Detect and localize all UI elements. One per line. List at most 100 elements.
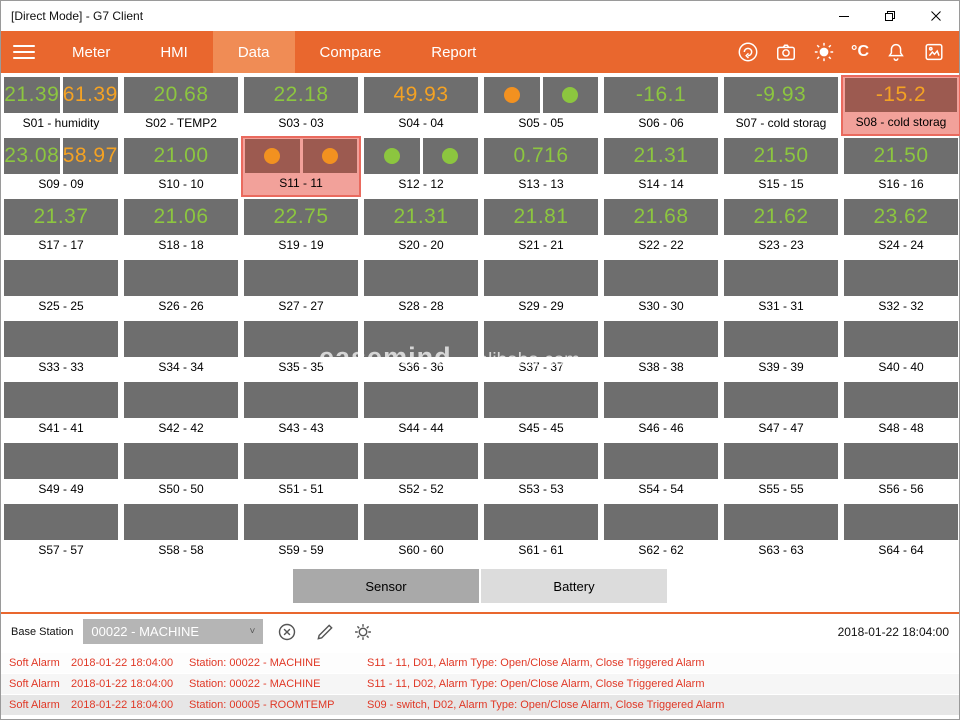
sensor-value-box: 21.00: [124, 138, 238, 174]
alarm-row[interactable]: Soft Alarm 2018-01-22 18:04:00 Station: …: [1, 653, 959, 673]
sensor-label: S64 - 64: [878, 543, 924, 557]
sensor-tile-S58[interactable]: S58 - 58: [121, 502, 241, 563]
battery-view-button[interactable]: Battery: [481, 569, 667, 603]
sensor-tile-S13[interactable]: 0.716 S13 - 13: [481, 136, 601, 197]
sensor-tile-S35[interactable]: S35 - 35: [241, 319, 361, 380]
station-select[interactable]: 00022 - MACHINE ˅: [83, 619, 264, 644]
settings-gear-icon[interactable]: [349, 618, 377, 646]
sensor-value: 21.06: [153, 205, 209, 228]
sensor-label: S23 - 23: [758, 238, 804, 252]
sensor-tile-S38[interactable]: S38 - 38: [601, 319, 721, 380]
sensor-tile-S42[interactable]: S42 - 42: [121, 380, 241, 441]
sensor-label: S22 - 22: [638, 238, 684, 252]
window-title: [Direct Mode] - G7 Client: [11, 9, 144, 23]
sensor-tile-S53[interactable]: S53 - 53: [481, 441, 601, 502]
sensor-tile-S31[interactable]: S31 - 31: [721, 258, 841, 319]
menu-icon[interactable]: [1, 31, 47, 73]
sensor-tile-S12[interactable]: S12 - 12: [361, 136, 481, 197]
sensor-tile-S30[interactable]: S30 - 30: [601, 258, 721, 319]
brightness-icon[interactable]: [813, 41, 835, 63]
sensor-tile-S29[interactable]: S29 - 29: [481, 258, 601, 319]
sensor-tile-S14[interactable]: 21.31 S14 - 14: [601, 136, 721, 197]
alarm-row[interactable]: Soft Alarm 2018-01-22 18:04:00 Station: …: [1, 695, 959, 715]
sensor-tile-S64[interactable]: S64 - 64: [841, 502, 960, 563]
sensor-tile-S41[interactable]: S41 - 41: [1, 380, 121, 441]
image-icon[interactable]: [923, 41, 945, 63]
tab-report[interactable]: Report: [431, 43, 477, 61]
sensor-tile-S59[interactable]: S59 - 59: [241, 502, 361, 563]
alarm-bell-icon[interactable]: [885, 41, 907, 63]
sensor-tile-S49[interactable]: S49 - 49: [1, 441, 121, 502]
sensor-tile-S15[interactable]: 21.50 S15 - 15: [721, 136, 841, 197]
sensor-tile-S26[interactable]: S26 - 26: [121, 258, 241, 319]
sensor-tile-S56[interactable]: S56 - 56: [841, 441, 960, 502]
sensor-tile-S05[interactable]: S05 - 05: [481, 75, 601, 136]
sensor-tile-S11[interactable]: S11 - 11: [241, 136, 361, 197]
temperature-unit-icon[interactable]: °C: [851, 43, 869, 60]
sensor-tile-S27[interactable]: S27 - 27: [241, 258, 361, 319]
sensor-tile-S17[interactable]: 21.37 S17 - 17: [1, 197, 121, 258]
sensor-tile-S34[interactable]: S34 - 34: [121, 319, 241, 380]
sensor-label: S06 - 06: [638, 116, 684, 130]
sensor-tile-S43[interactable]: S43 - 43: [241, 380, 361, 441]
sensor-tile-S51[interactable]: S51 - 51: [241, 441, 361, 502]
tab-hmi[interactable]: HMI: [160, 43, 188, 61]
sensor-tile-S07[interactable]: -9.93 S07 - cold storag: [721, 75, 841, 136]
sensor-tile-S33[interactable]: S33 - 33: [1, 319, 121, 380]
restore-icon[interactable]: [867, 1, 913, 31]
close-icon[interactable]: [913, 1, 959, 31]
edit-icon[interactable]: [311, 618, 339, 646]
sensor-tile-S47[interactable]: S47 - 47: [721, 380, 841, 441]
sensor-tile-S61[interactable]: S61 - 61: [481, 502, 601, 563]
sensor-tile-S40[interactable]: S40 - 40: [841, 319, 960, 380]
sensor-tile-S60[interactable]: S60 - 60: [361, 502, 481, 563]
sensor-tile-S08[interactable]: -15.2 S08 - cold storag: [841, 75, 960, 136]
sensor-tile-S48[interactable]: S48 - 48: [841, 380, 960, 441]
sensor-tile-S45[interactable]: S45 - 45: [481, 380, 601, 441]
sensor-tile-S10[interactable]: 21.00 S10 - 10: [121, 136, 241, 197]
sensor-tile-S37[interactable]: S37 - 37: [481, 319, 601, 380]
sensor-view-button[interactable]: Sensor: [293, 569, 479, 603]
alarm-row[interactable]: Soft Alarm 2018-01-22 18:04:00 Station: …: [1, 674, 959, 694]
sensor-tile-S63[interactable]: S63 - 63: [721, 502, 841, 563]
sensor-tile-S16[interactable]: 21.50 S16 - 16: [841, 136, 960, 197]
sensor-tile-S28[interactable]: S28 - 28: [361, 258, 481, 319]
sensor-tile-S20[interactable]: 21.31 S20 - 20: [361, 197, 481, 258]
sensor-tile-S39[interactable]: S39 - 39: [721, 319, 841, 380]
sensor-tile-S44[interactable]: S44 - 44: [361, 380, 481, 441]
sensor-label: S16 - 16: [878, 177, 924, 191]
sensor-tile-S03[interactable]: 22.18 S03 - 03: [241, 75, 361, 136]
sensor-value: 58.97: [62, 144, 118, 167]
sensor-tile-S55[interactable]: S55 - 55: [721, 441, 841, 502]
sensor-tile-S22[interactable]: 21.68 S22 - 22: [601, 197, 721, 258]
tab-meter[interactable]: Meter: [72, 43, 111, 61]
sensor-tile-S57[interactable]: S57 - 57: [1, 502, 121, 563]
sensor-tile-S54[interactable]: S54 - 54: [601, 441, 721, 502]
sensor-tile-S36[interactable]: S36 - 36: [361, 319, 481, 380]
sensor-tile-S21[interactable]: 21.81 S21 - 21: [481, 197, 601, 258]
sensor-tile-S62[interactable]: S62 - 62: [601, 502, 721, 563]
sensor-tile-S52[interactable]: S52 - 52: [361, 441, 481, 502]
sensor-tile-S04[interactable]: 49.93 S04 - 04: [361, 75, 481, 136]
sensor-tile-S01[interactable]: 21.39 61.39 S01 - humidity: [1, 75, 121, 136]
camera-icon[interactable]: [775, 41, 797, 63]
sensor-label: S25 - 25: [38, 299, 84, 313]
sensor-tile-S18[interactable]: 21.06 S18 - 18: [121, 197, 241, 258]
sensor-tile-S09[interactable]: 23.08 58.97 S09 - 09: [1, 136, 121, 197]
tab-compare[interactable]: Compare: [319, 43, 382, 61]
sensor-tile-S32[interactable]: S32 - 32: [841, 258, 960, 319]
cancel-icon[interactable]: [273, 618, 301, 646]
sensor-tile-S25[interactable]: S25 - 25: [1, 258, 121, 319]
sensor-tile-S24[interactable]: 23.62 S24 - 24: [841, 197, 960, 258]
tab-data[interactable]: Data: [212, 31, 295, 73]
sync-icon[interactable]: [737, 41, 759, 63]
sensor-tile-S06[interactable]: -16.1 S06 - 06: [601, 75, 721, 136]
sensor-tile-S19[interactable]: 22.75 S19 - 19: [241, 197, 361, 258]
sensor-tile-S46[interactable]: S46 - 46: [601, 380, 721, 441]
sensor-tile-S23[interactable]: 21.62 S23 - 23: [721, 197, 841, 258]
sensor-value-box: [124, 382, 238, 418]
sensor-tile-S50[interactable]: S50 - 50: [121, 441, 241, 502]
sensor-tile-S02[interactable]: 20.68 S02 - TEMP2: [121, 75, 241, 136]
minimize-icon[interactable]: [821, 1, 867, 31]
